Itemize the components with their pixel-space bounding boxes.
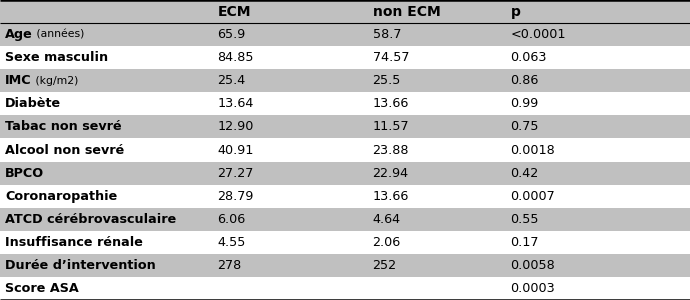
Text: 2.06: 2.06: [373, 236, 401, 249]
Text: 40.91: 40.91: [217, 143, 254, 157]
Bar: [0, 92, 690, 116]
Text: BPCO: BPCO: [5, 167, 44, 180]
Text: 13.64: 13.64: [217, 97, 254, 110]
Text: Durée d’intervention: Durée d’intervention: [5, 259, 156, 272]
Text: Coronaropathie: Coronaropathie: [5, 190, 117, 203]
Text: 74.57: 74.57: [373, 51, 409, 64]
Text: Sexe masculin: Sexe masculin: [5, 51, 108, 64]
Text: IMC: IMC: [5, 74, 32, 87]
Text: 4.64: 4.64: [373, 213, 401, 226]
Text: Alcool non sevré: Alcool non sevré: [5, 143, 124, 157]
Text: Score ASA: Score ASA: [5, 282, 79, 295]
Text: Tabac non sevré: Tabac non sevré: [5, 120, 121, 134]
Bar: [0, 208, 690, 231]
Text: 11.57: 11.57: [373, 120, 409, 134]
Text: ATCD cérébrovasculaire: ATCD cérébrovasculaire: [5, 213, 176, 226]
Bar: [0, 231, 690, 254]
Text: 0.86: 0.86: [511, 74, 539, 87]
Text: 25.4: 25.4: [217, 74, 246, 87]
Text: 0.42: 0.42: [511, 167, 539, 180]
Bar: [0, 161, 690, 184]
Text: 13.66: 13.66: [373, 190, 409, 203]
Text: 0.17: 0.17: [511, 236, 539, 249]
Text: Diabète: Diabète: [5, 97, 61, 110]
Text: 0.55: 0.55: [511, 213, 539, 226]
Text: 6.06: 6.06: [217, 213, 246, 226]
Text: 28.79: 28.79: [217, 190, 254, 203]
Text: 0.0007: 0.0007: [511, 190, 555, 203]
Bar: [0, 184, 690, 208]
Text: <0.0001: <0.0001: [511, 28, 566, 41]
Text: 25.5: 25.5: [373, 74, 401, 87]
Bar: [0, 0, 690, 23]
Text: 22.94: 22.94: [373, 167, 408, 180]
Bar: [0, 277, 690, 300]
Bar: [0, 46, 690, 69]
Text: Age: Age: [5, 28, 32, 41]
Text: 12.90: 12.90: [217, 120, 254, 134]
Bar: [0, 254, 690, 277]
Text: 0.063: 0.063: [511, 51, 547, 64]
Bar: [0, 116, 690, 139]
Text: 13.66: 13.66: [373, 97, 409, 110]
Text: 0.0018: 0.0018: [511, 143, 555, 157]
Text: 0.99: 0.99: [511, 97, 539, 110]
Text: (kg/m2): (kg/m2): [32, 76, 78, 86]
Text: 0.75: 0.75: [511, 120, 539, 134]
Text: Insuffisance rénale: Insuffisance rénale: [5, 236, 143, 249]
Text: 65.9: 65.9: [217, 28, 246, 41]
Text: p: p: [511, 4, 520, 19]
Text: 27.27: 27.27: [217, 167, 254, 180]
Text: 23.88: 23.88: [373, 143, 409, 157]
Bar: [0, 69, 690, 92]
Text: 4.55: 4.55: [217, 236, 246, 249]
Text: 84.85: 84.85: [217, 51, 254, 64]
Text: 58.7: 58.7: [373, 28, 401, 41]
Text: (années): (années): [32, 30, 84, 40]
Text: 0.0058: 0.0058: [511, 259, 555, 272]
Text: 0.0003: 0.0003: [511, 282, 555, 295]
Bar: [0, 139, 690, 161]
Text: ECM: ECM: [217, 4, 251, 19]
Text: 252: 252: [373, 259, 397, 272]
Bar: [0, 23, 690, 46]
Text: non ECM: non ECM: [373, 4, 440, 19]
Text: 278: 278: [217, 259, 241, 272]
